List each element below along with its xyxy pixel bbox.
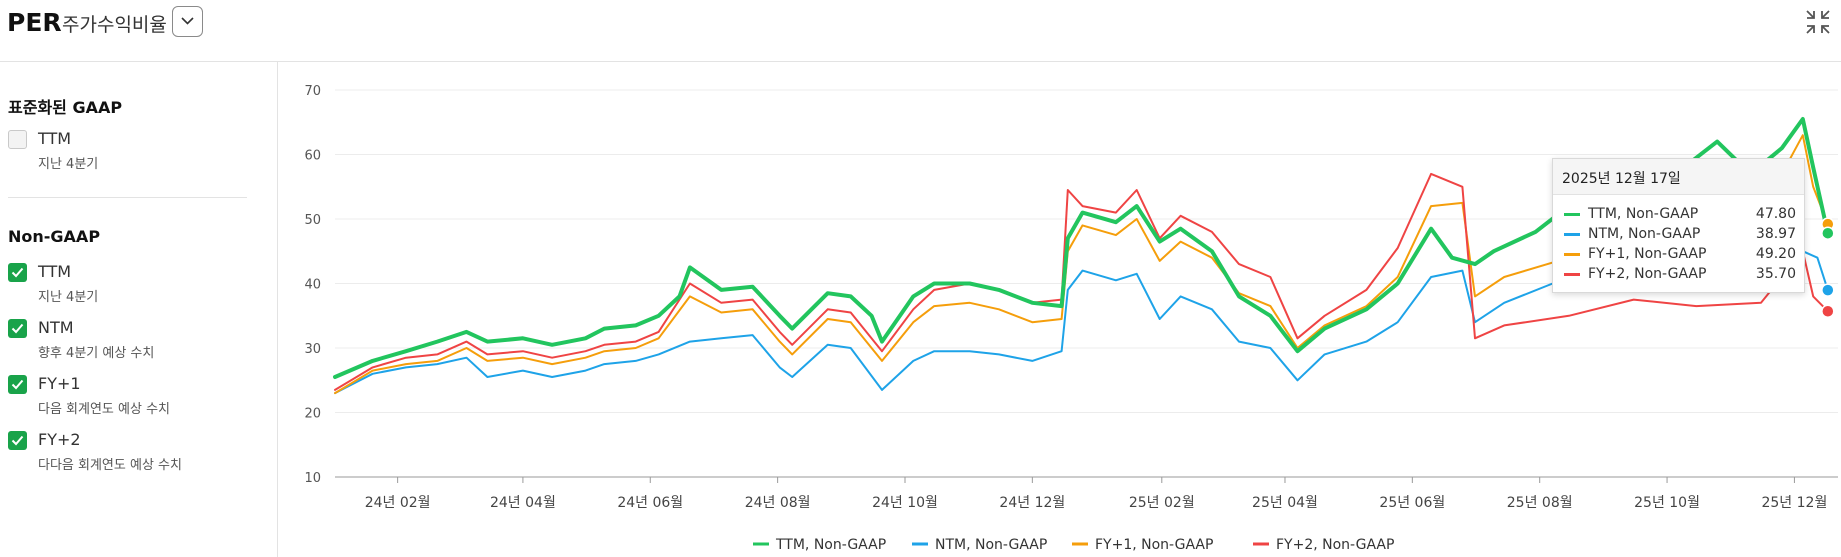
checkbox-unchecked[interactable] [8,130,27,149]
option-description: 다다음 회계연도 예상 수치 [38,458,182,473]
check-icon [11,323,24,334]
option-label: NTM [38,318,74,337]
checkbox-checked[interactable] [8,375,27,394]
check-icon [11,267,24,278]
legend-label: NTM, Non-GAAP [935,537,1047,553]
y-tick-label: 20 [304,407,321,422]
series-marker [1821,226,1835,240]
sidebar: 표준화된 GAAP TTM 지난 4분기 Non-GAAP TTM 지난 4분기… [0,62,278,557]
series-line-fy2[interactable] [334,172,1829,391]
option-label: TTM [38,262,72,281]
tooltip-series-name: FY+1, Non-GAAP [1588,246,1707,262]
x-tick-label: 24년 04월 [490,495,556,511]
section-title-gaap: 표준화된 GAAP [8,98,123,117]
option-description: 지난 4분기 [38,157,99,172]
legend-item[interactable]: TTM, Non-GAAP [753,537,886,553]
y-tick-label: 60 [304,149,321,164]
metric-dropdown-button[interactable] [172,6,203,37]
legend-item[interactable]: FY+1, Non-GAAP [1072,537,1213,553]
legend-label: FY+2, Non-GAAP [1276,537,1394,553]
tooltip-series-name: NTM, Non-GAAP [1588,226,1701,242]
tooltip-row-fy2: FY+2, Non-GAAP 35.70 [1564,266,1796,284]
legend-label: FY+1, Non-GAAP [1095,537,1213,553]
tooltip-series-value: 35.70 [1755,266,1796,282]
tooltip-row-ttm: TTM, Non-GAAP 47.80 [1564,206,1796,224]
tooltip-series-value: 38.97 [1755,226,1796,242]
check-icon [11,435,24,446]
tooltip-swatch [1564,213,1580,216]
divider [8,197,247,198]
x-tick-label: 24년 10월 [872,495,938,511]
x-tick-label: 24년 08월 [745,495,811,511]
option-label: FY+2 [38,430,81,449]
tooltip-swatch [1564,233,1580,236]
option-label: FY+1 [38,374,81,393]
x-tick-label: 24년 06월 [617,495,683,511]
x-tick-label: 25년 08월 [1507,495,1573,511]
tooltip-header: 2025년 12월 17일 [1553,159,1804,195]
tooltip-swatch [1564,253,1580,256]
series-marker [1821,304,1835,318]
y-tick-label: 30 [304,342,321,357]
tooltip-series-name: FY+2, Non-GAAP [1588,266,1707,282]
header: PER 주가수익비율 [0,0,1841,62]
chart-tooltip: 2025년 12월 17일 TTM, Non-GAAP 47.80 NTM, N… [1552,158,1805,293]
checkbox-checked[interactable] [8,263,27,282]
tooltip-row-fy1: FY+1, Non-GAAP 49.20 [1564,246,1796,264]
tooltip-series-name: TTM, Non-GAAP [1588,206,1699,222]
page-title: PER [7,8,62,37]
x-tick-label: 25년 06월 [1379,495,1445,511]
checkbox-checked[interactable] [8,319,27,338]
legend-item[interactable]: NTM, Non-GAAP [912,537,1047,553]
option-description: 향후 4분기 예상 수치 [38,346,155,361]
series-line-fy1[interactable] [334,134,1829,395]
x-tick-label: 25년 04월 [1252,495,1318,511]
series-marker [1821,283,1835,297]
chevron-down-icon [181,17,194,25]
collapse-icon[interactable] [1804,8,1832,36]
x-tick-label: 25년 12월 [1761,495,1827,511]
x-tick-label: 25년 02월 [1129,495,1195,511]
tooltip-series-value: 47.80 [1755,206,1796,222]
checkbox-checked[interactable] [8,431,27,450]
tooltip-date: 2025년 12월 17일 [1562,171,1681,187]
y-tick-label: 50 [304,213,321,228]
x-tick-label: 25년 10월 [1634,495,1700,511]
tooltip-series-value: 49.20 [1755,246,1796,262]
section-title-non-gaap: Non-GAAP [8,227,101,246]
y-tick-label: 70 [304,84,321,99]
page-subtitle: 주가수익비율 [62,14,167,36]
option-label: TTM [38,129,72,148]
x-tick-label: 24년 02월 [365,495,431,511]
y-tick-label: 10 [304,471,321,486]
option-description: 지난 4분기 [38,290,99,305]
per-line-chart[interactable]: 10 20 30 40 50 60 70 24년 02월 24년 04월 24년 06월 24년 0… [279,62,1841,557]
option-description: 다음 회계연도 예상 수치 [38,402,170,417]
legend-label: TTM, Non-GAAP [775,537,886,553]
y-tick-label: 40 [304,278,321,293]
x-tick-label: 24년 12월 [999,495,1065,511]
tooltip-row-ntm: NTM, Non-GAAP 38.97 [1564,226,1796,244]
legend-item[interactable]: FY+2, Non-GAAP [1253,537,1394,553]
check-icon [11,379,24,390]
tooltip-swatch [1564,273,1580,276]
